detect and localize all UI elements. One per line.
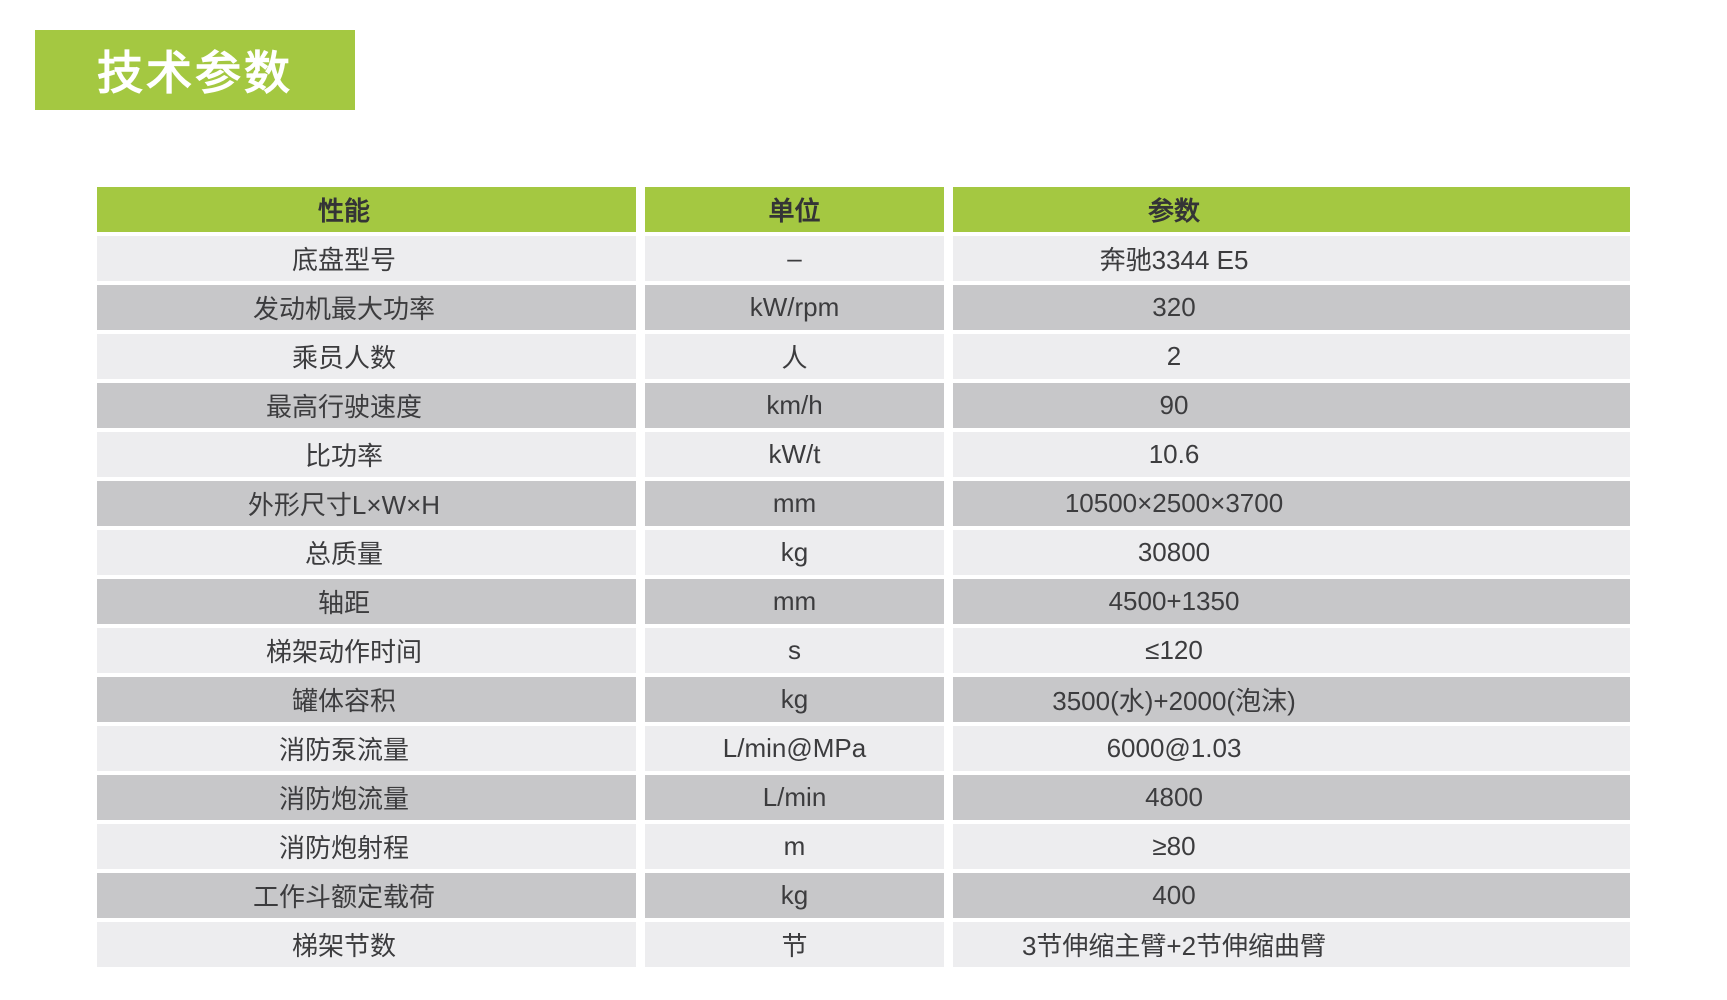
spec-unit-cell: km/h (645, 383, 944, 428)
spec-name-cell: 轴距 (97, 579, 636, 624)
section-title: 技术参数 (35, 30, 355, 110)
spec-name-cell: 乘员人数 (97, 334, 636, 379)
spec-unit-cell: mm (645, 481, 944, 526)
spec-unit-cell: 节 (645, 922, 944, 967)
spec-name-cell: 比功率 (97, 432, 636, 477)
spec-name-cell: 底盘型号 (97, 236, 636, 281)
spec-name-cell: 最高行驶速度 (97, 383, 636, 428)
spec-value-cell: 320 (953, 285, 1630, 330)
spec-unit-cell: s (645, 628, 944, 673)
spec-value-cell: 奔驰3344 E5 (953, 236, 1630, 281)
spec-name-cell: 消防炮流量 (97, 775, 636, 820)
spec-unit-cell: 人 (645, 334, 944, 379)
spec-unit-cell: kg (645, 873, 944, 918)
spec-unit-cell: – (645, 236, 944, 281)
spec-value-cell: ≤120 (953, 628, 1630, 673)
spec-value-cell: 4800 (953, 775, 1630, 820)
spec-value-cell: 3500(水)+2000(泡沫) (953, 677, 1630, 722)
spec-name-cell: 消防泵流量 (97, 726, 636, 771)
spec-value-cell: 90 (953, 383, 1630, 428)
column-header-parameter: 参数 (953, 187, 1630, 232)
spec-unit-cell: kW/t (645, 432, 944, 477)
spec-name-cell: 梯架动作时间 (97, 628, 636, 673)
column-header-unit: 单位 (645, 187, 944, 232)
spec-name-cell: 罐体容积 (97, 677, 636, 722)
spec-name-cell: 梯架节数 (97, 922, 636, 967)
spec-unit-cell: kW/rpm (645, 285, 944, 330)
spec-name-cell: 总质量 (97, 530, 636, 575)
spec-name-cell: 发动机最大功率 (97, 285, 636, 330)
spec-value-cell: 6000@1.03 (953, 726, 1630, 771)
spec-table: 性能 单位 参数 底盘型号 – 奔驰3344 E5 发动机最大功率 kW/rpm 320 乘… (97, 187, 1630, 967)
column-header-performance: 性能 (97, 187, 636, 232)
spec-unit-cell: kg (645, 530, 944, 575)
spec-value-cell: 30800 (953, 530, 1630, 575)
spec-value-cell: 10500×2500×3700 (953, 481, 1630, 526)
spec-unit-cell: L/min (645, 775, 944, 820)
spec-name-cell: 外形尺寸L×W×H (97, 481, 636, 526)
spec-value-cell: 10.6 (953, 432, 1630, 477)
spec-name-cell: 工作斗额定载荷 (97, 873, 636, 918)
spec-value-cell: 400 (953, 873, 1630, 918)
spec-unit-cell: mm (645, 579, 944, 624)
spec-value-cell: 4500+1350 (953, 579, 1630, 624)
spec-unit-cell: kg (645, 677, 944, 722)
spec-value-cell: 2 (953, 334, 1630, 379)
spec-name-cell: 消防炮射程 (97, 824, 636, 869)
spec-value-cell: 3节伸缩主臂+2节伸缩曲臂 (953, 922, 1630, 967)
spec-unit-cell: m (645, 824, 944, 869)
spec-unit-cell: L/min@MPa (645, 726, 944, 771)
spec-value-cell: ≥80 (953, 824, 1630, 869)
